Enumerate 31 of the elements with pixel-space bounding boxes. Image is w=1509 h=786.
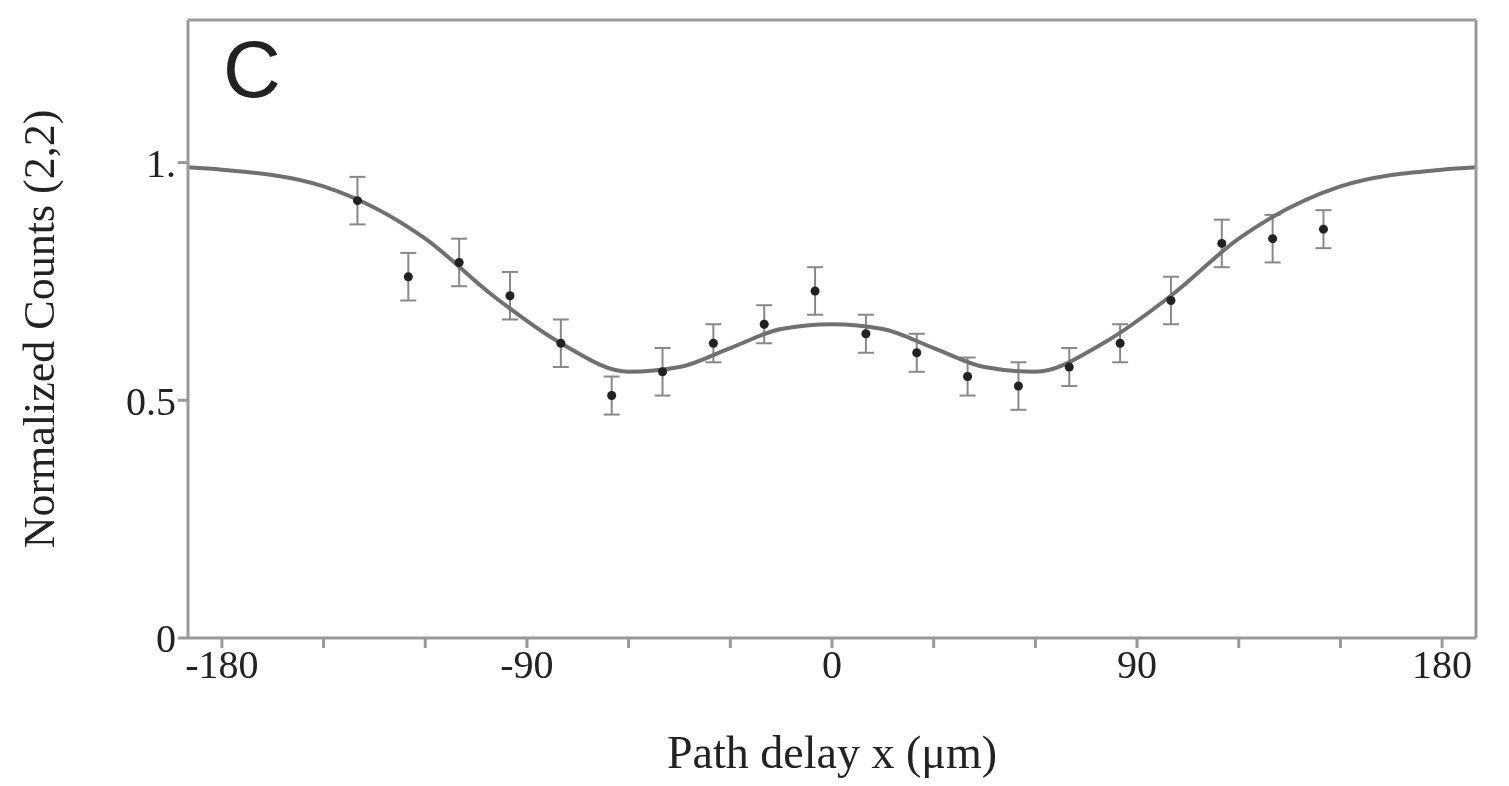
point — [556, 338, 566, 348]
point — [403, 272, 413, 282]
x-axis-title: Path delay x (μm) — [667, 727, 997, 778]
point — [607, 391, 617, 401]
point — [1217, 238, 1227, 248]
line-series — [188, 165, 1476, 374]
point — [1064, 362, 1074, 372]
x-tick-label: 90 — [1117, 642, 1158, 688]
y-axis-title: Normalized Counts (2,2) — [14, 109, 64, 549]
point — [1318, 224, 1328, 234]
x-tick-label: -180 — [185, 642, 259, 688]
point — [658, 367, 668, 377]
point — [912, 348, 922, 358]
y-tick-label: 1. — [146, 140, 176, 186]
point — [505, 291, 515, 301]
y-tick-label: 0.5 — [126, 378, 176, 424]
x-tick-label: -90 — [500, 642, 554, 688]
point — [352, 196, 362, 206]
point — [1268, 234, 1278, 244]
point — [810, 286, 820, 296]
point — [708, 338, 718, 348]
point — [759, 319, 769, 329]
point — [1166, 295, 1176, 305]
chart-title: C — [223, 25, 281, 114]
point — [963, 372, 973, 382]
point — [454, 257, 464, 267]
point — [861, 329, 871, 339]
point — [1115, 338, 1125, 348]
point — [1013, 381, 1023, 391]
x-tick-label: 0 — [822, 642, 842, 688]
x-tick-label: 180 — [1412, 642, 1473, 688]
